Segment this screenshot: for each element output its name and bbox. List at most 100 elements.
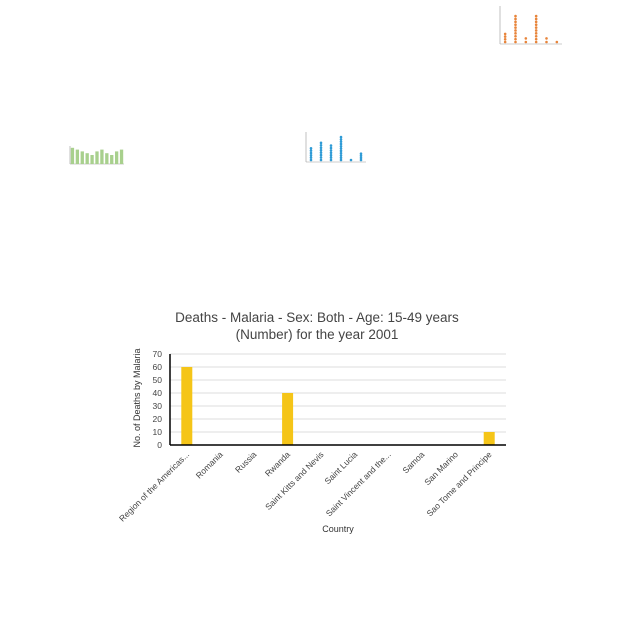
x-tick-label: Saint Vincent and the...	[324, 449, 393, 518]
thumb-dot	[359, 158, 363, 162]
y-tick-label: 50	[153, 375, 163, 385]
thumb-dot	[545, 40, 548, 44]
thumb-dot	[514, 23, 517, 27]
x-tick-label: Region of the Americas...	[117, 449, 191, 523]
thumb-dot	[534, 29, 538, 32]
thumb-dot	[503, 32, 507, 36]
thumb-dot	[319, 156, 323, 159]
thumb-dot	[534, 17, 538, 21]
x-axis-ticks: Region of the Americas... Romania Russia Rw…	[117, 449, 494, 523]
thumbnail-dot-chart-blue	[305, 132, 366, 163]
x-tick-label: Sao Tome and Principe	[425, 449, 494, 518]
thumb-dot	[339, 135, 343, 139]
thumb-dot	[534, 14, 538, 18]
thumb-bar	[114, 151, 119, 164]
thumb-dot	[309, 158, 313, 162]
thumb-bar	[105, 153, 109, 164]
thumb-dot	[339, 147, 343, 150]
thumb-dot	[534, 37, 538, 41]
thumb-dot	[534, 23, 538, 27]
y-tick-label: 30	[153, 401, 163, 411]
thumb-bar	[110, 155, 114, 164]
main-bar-chart: Deaths - Malaria - Sex: Both - Age: 15-4…	[117, 310, 506, 534]
thumb-dot	[534, 32, 538, 35]
thumb-dot	[514, 14, 517, 18]
thumb-dot	[524, 40, 528, 44]
thumb-dot	[534, 20, 538, 24]
thumb-dot	[339, 144, 343, 148]
thumb-dot	[514, 20, 517, 24]
thumb-dot	[329, 153, 333, 157]
thumb-dot	[329, 151, 333, 155]
thumb-dot	[339, 158, 343, 162]
thumb-dot	[545, 37, 548, 40]
x-tick-label: Romania	[194, 449, 225, 480]
grid-lines	[170, 353, 506, 433]
bar	[282, 393, 294, 445]
thumb-dot	[514, 29, 517, 32]
thumb-bar	[119, 149, 124, 164]
thumb-dot	[309, 154, 313, 157]
thumb-dot	[319, 141, 323, 145]
thumb-dot	[514, 34, 517, 38]
thumb-dot	[514, 37, 517, 41]
thumb-dot	[309, 151, 313, 155]
thumb-dot	[339, 154, 343, 157]
x-tick-label: Samoa	[400, 449, 426, 475]
thumb-dot	[534, 26, 538, 29]
chart-title-line-2: (Number) for the year 2001	[236, 327, 399, 342]
thumb-dot	[339, 140, 343, 143]
thumb-dot	[339, 138, 343, 141]
thumb-dot	[319, 158, 323, 162]
x-tick-label: Saint Kitts and Nevis	[263, 449, 326, 512]
y-tick-label: 60	[153, 362, 163, 372]
thumb-dot	[359, 156, 363, 160]
thumb-dot	[339, 149, 343, 153]
thumb-dot	[319, 151, 323, 154]
thumbnail-dot-chart-orange	[499, 6, 562, 45]
y-tick-label: 40	[153, 388, 163, 398]
thumb-dot	[319, 148, 323, 152]
thumb-dot	[329, 144, 333, 147]
bars	[181, 367, 495, 445]
x-tick-label: Rwanda	[263, 449, 292, 478]
thumb-dot	[329, 149, 333, 152]
thumb-dot	[359, 152, 363, 155]
thumb-dot	[329, 146, 333, 150]
thumb-dot	[339, 156, 343, 160]
thumb-dot	[524, 37, 528, 40]
thumb-dot	[339, 151, 343, 155]
y-tick-label: 10	[153, 427, 163, 437]
thumb-dot	[555, 40, 559, 44]
thumb-dot	[514, 26, 517, 29]
thumb-dot	[349, 158, 353, 162]
thumb-dot	[359, 154, 363, 158]
x-axis-label: Country	[322, 524, 354, 534]
thumb-dot	[309, 156, 313, 159]
thumb-dot	[534, 40, 538, 44]
thumb-bar	[75, 149, 80, 164]
thumb-dot	[319, 146, 323, 150]
bar	[483, 432, 495, 445]
y-tick-label: 70	[153, 349, 163, 359]
chart-title-line-1: Deaths - Malaria - Sex: Both - Age: 15-4…	[175, 310, 459, 325]
thumb-dot	[514, 40, 517, 44]
thumb-dot	[503, 38, 507, 41]
thumb-dot	[319, 144, 323, 147]
thumb-dot	[329, 156, 333, 159]
thumb-bar	[100, 149, 104, 164]
thumb-dot	[514, 17, 517, 21]
thumb-dot	[309, 147, 313, 150]
thumb-bar	[80, 151, 84, 164]
thumb-dot	[339, 142, 343, 146]
thumb-dot	[503, 35, 507, 38]
thumb-dot	[329, 158, 333, 162]
thumb-bar	[85, 153, 89, 164]
thumb-dot	[309, 149, 313, 152]
thumb-bar	[70, 147, 75, 164]
thumbnail-bar-chart-green	[69, 146, 124, 165]
y-axis-ticks: 0 10 20 30 40 50 60 70	[153, 349, 163, 450]
x-tick-label: Russia	[233, 449, 259, 475]
thumb-dot	[534, 34, 538, 38]
y-axis-label: No. of Deaths by Malaria	[132, 348, 142, 447]
